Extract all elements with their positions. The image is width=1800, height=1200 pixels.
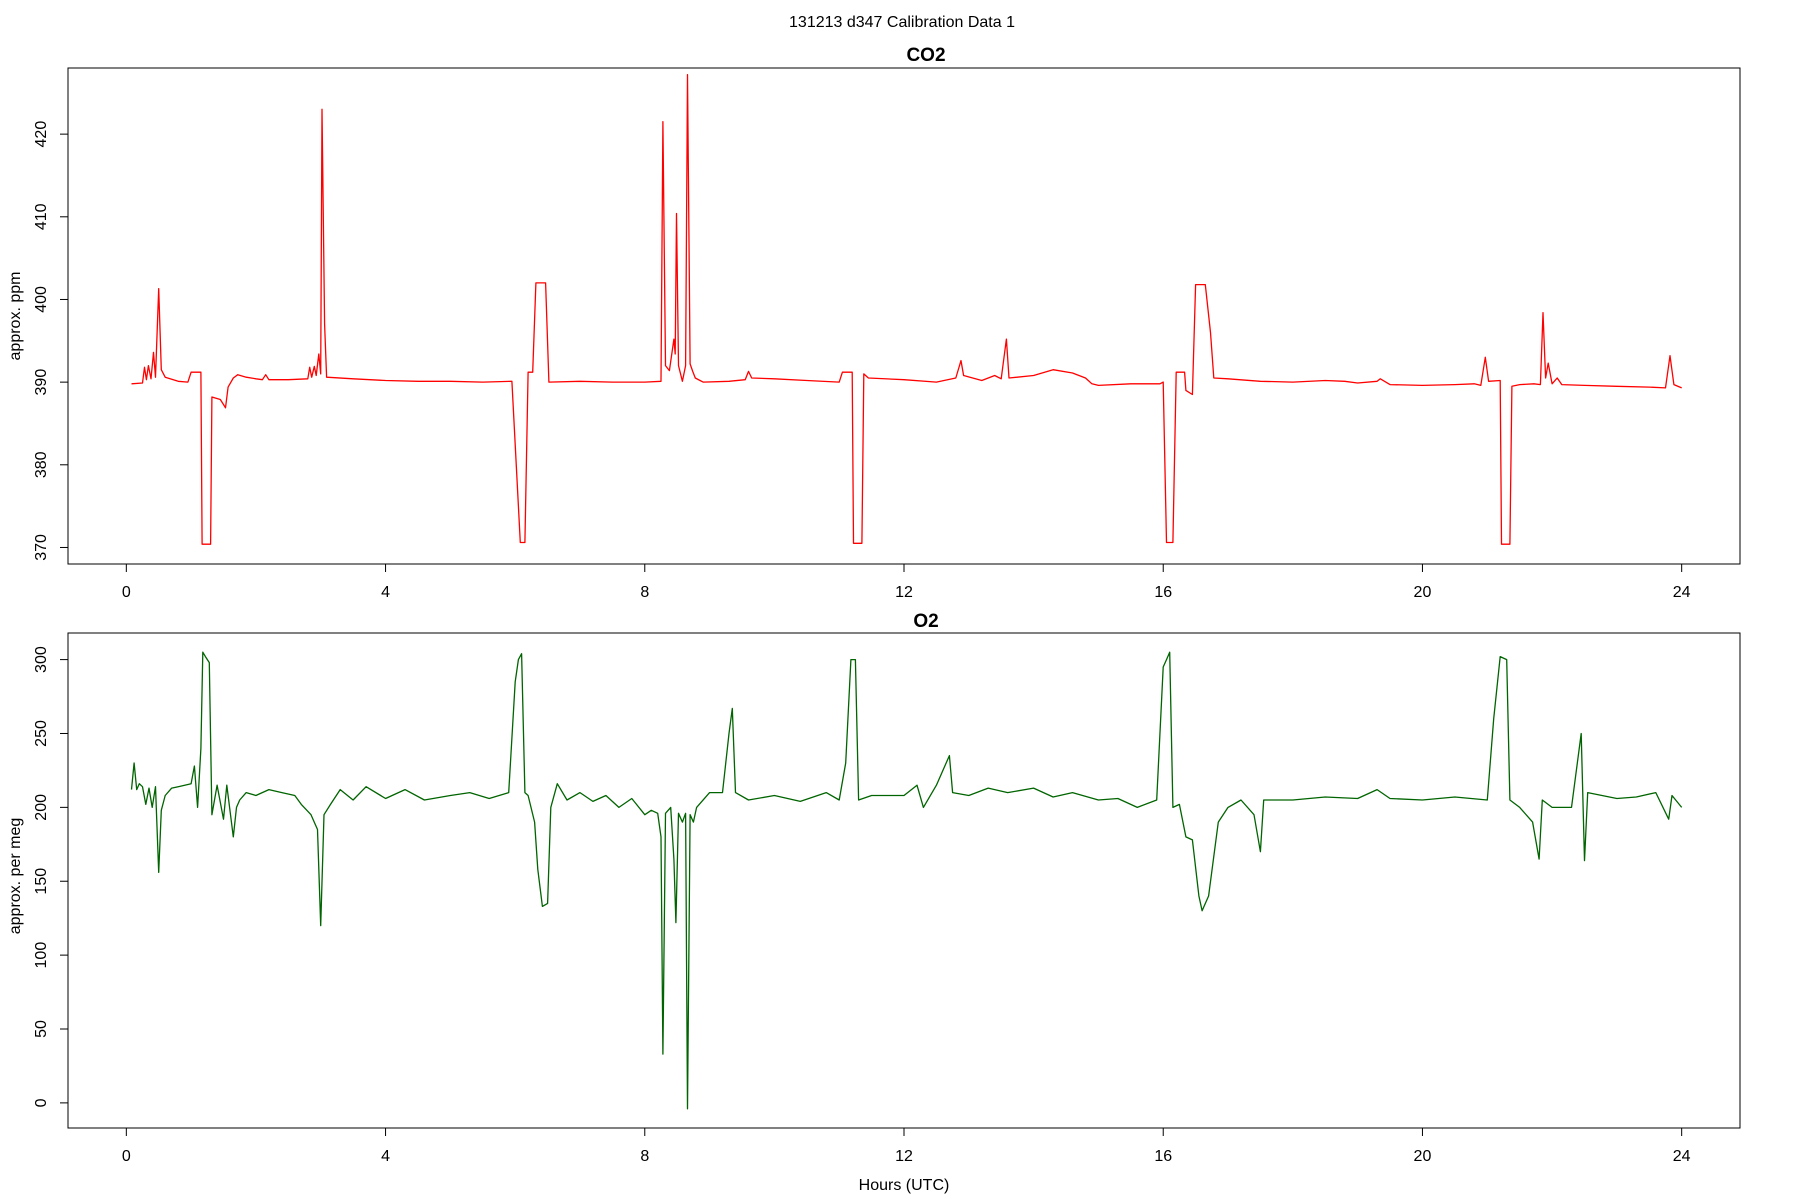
o2-x-tick-label: 8 xyxy=(640,1148,649,1165)
o2-y-axis-label: approx. per meg xyxy=(7,818,24,935)
co2-y-tick-label: 370 xyxy=(33,534,50,561)
co2-x-tick-label: 4 xyxy=(381,584,390,601)
co2-panel: CO2 approx. ppm 0 4 8 12 16 20 24 370 380 390 400… xyxy=(7,45,1741,601)
co2-x-tick-label: 16 xyxy=(1154,584,1172,601)
o2-y-tick-label: 250 xyxy=(33,720,50,747)
co2-y-tick-label: 410 xyxy=(33,203,50,230)
co2-y-tick-label: 380 xyxy=(33,451,50,478)
figure-title: 131213 d347 Calibration Data 1 xyxy=(789,14,1015,31)
o2-panel-title: O2 xyxy=(913,611,938,632)
o2-y-tick-label: 200 xyxy=(33,794,50,821)
o2-x-tick-label: 24 xyxy=(1673,1148,1691,1165)
co2-series-line xyxy=(131,73,1682,545)
o2-x-axis: 0 4 8 12 16 20 24 xyxy=(122,1127,1691,1165)
o2-y-tick-label: 150 xyxy=(33,868,50,895)
o2-series-line xyxy=(130,651,1683,1110)
co2-y-tick-label: 390 xyxy=(33,369,50,396)
o2-x-axis-label: Hours (UTC) xyxy=(859,1177,950,1194)
o2-panel: O2 approx. per meg Hours (UTC) 0 4 8 12 16 20… xyxy=(7,611,1741,1194)
co2-y-tick-label: 400 xyxy=(33,286,50,313)
o2-x-tick-label: 12 xyxy=(895,1148,913,1165)
o2-y-tick-label: 0 xyxy=(33,1098,50,1107)
o2-x-tick-label: 4 xyxy=(381,1148,390,1165)
co2-x-tick-label: 8 xyxy=(640,584,649,601)
co2-y-tick-label: 420 xyxy=(33,121,50,148)
co2-x-tick-label: 12 xyxy=(895,584,913,601)
o2-x-tick-label: 0 xyxy=(122,1148,131,1165)
co2-series-group xyxy=(131,73,1682,545)
co2-x-axis: 0 4 8 12 16 20 24 xyxy=(122,563,1691,601)
o2-series-group xyxy=(130,651,1683,1110)
o2-x-tick-label: 16 xyxy=(1154,1148,1172,1165)
o2-x-tick-label: 20 xyxy=(1414,1148,1432,1165)
o2-y-tick-label: 100 xyxy=(33,942,50,969)
co2-y-axis: 370 380 390 400 410 420 xyxy=(33,121,69,561)
co2-panel-title: CO2 xyxy=(906,45,945,66)
o2-y-tick-label: 300 xyxy=(33,646,50,673)
co2-x-tick-label: 24 xyxy=(1673,584,1691,601)
co2-x-tick-label: 0 xyxy=(122,584,131,601)
o2-y-tick-label: 50 xyxy=(33,1020,50,1038)
co2-x-tick-label: 20 xyxy=(1414,584,1432,601)
co2-y-axis-label: approx. ppm xyxy=(7,272,24,361)
co2-plot-frame xyxy=(67,67,1741,565)
o2-y-axis: 0 50 100 150 200 250 300 xyxy=(33,646,69,1107)
